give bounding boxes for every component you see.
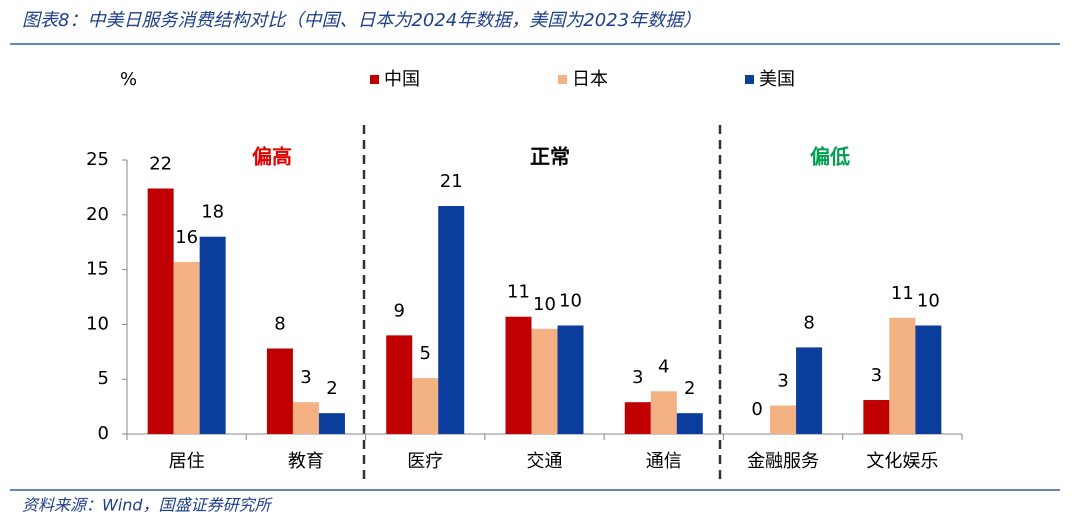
value-label: 2: [326, 378, 337, 399]
value-label: 3: [300, 367, 311, 388]
bar: [173, 261, 200, 434]
y-tick-label: 0: [98, 423, 109, 444]
value-label: 18: [201, 202, 224, 223]
value-label: 3: [871, 365, 882, 386]
value-label: 10: [917, 290, 940, 311]
bar: [438, 206, 465, 434]
value-label: 2: [684, 378, 695, 399]
group-label: 偏高: [252, 145, 292, 169]
x-tick-label: 交通: [527, 451, 563, 472]
legend-swatch: [558, 75, 567, 84]
value-label: 10: [559, 290, 582, 311]
bar: [386, 335, 413, 434]
value-label: 16: [175, 227, 198, 248]
value-label: 8: [274, 314, 285, 335]
value-label: 10: [533, 294, 556, 315]
x-tick-label: 通信: [646, 451, 682, 472]
x-tick-label: 文化娱乐: [866, 451, 938, 472]
bar: [318, 413, 345, 434]
bar: [199, 236, 226, 434]
legend-label: 中国: [384, 69, 420, 90]
bar: [266, 348, 293, 434]
value-label: 5: [419, 343, 430, 364]
legend-swatch: [745, 75, 754, 84]
bar: [147, 188, 174, 434]
chart-title: 图表8：中美日服务消费结构对比（中国、日本为2024年数据，美国为2023年数据…: [22, 10, 701, 31]
bar: [863, 400, 890, 434]
x-tick-label: 医疗: [407, 451, 443, 472]
value-label: 8: [803, 312, 814, 333]
bar: [889, 317, 916, 434]
y-tick-label: 25: [86, 149, 109, 170]
legend-label: 美国: [759, 69, 795, 90]
bar: [796, 347, 823, 434]
group-label: 偏低: [810, 145, 850, 169]
value-label: 3: [632, 367, 643, 388]
y-unit: %: [120, 69, 137, 90]
bar: [505, 316, 532, 434]
value-label: 4: [658, 356, 669, 377]
y-tick-label: 20: [86, 204, 109, 225]
value-label: 11: [507, 282, 530, 303]
bar: [412, 378, 439, 434]
x-tick-label: 金融服务: [747, 451, 819, 472]
bar: [915, 325, 942, 434]
value-label: 11: [891, 283, 914, 304]
value-label: 0: [751, 399, 762, 420]
value-label: 22: [149, 153, 172, 174]
y-tick-label: 5: [98, 368, 109, 389]
bar: [624, 402, 651, 434]
bar: [650, 391, 677, 434]
bar: [292, 402, 319, 434]
x-tick-label: 居住: [169, 451, 205, 472]
y-tick-label: 10: [86, 313, 109, 334]
bar: [557, 325, 584, 434]
legend-swatch: [370, 75, 379, 84]
x-tick-label: 教育: [288, 451, 324, 472]
y-tick-label: 15: [86, 259, 109, 280]
value-label: 9: [393, 300, 404, 321]
bar: [531, 328, 558, 434]
value-label: 21: [440, 171, 463, 192]
legend-label: 日本: [572, 69, 608, 90]
bar: [770, 405, 797, 434]
source: 资料来源：Wind，国盛证券研究所: [22, 496, 274, 515]
group-label: 正常: [530, 145, 570, 169]
value-label: 3: [777, 371, 788, 392]
bar: [676, 413, 703, 434]
